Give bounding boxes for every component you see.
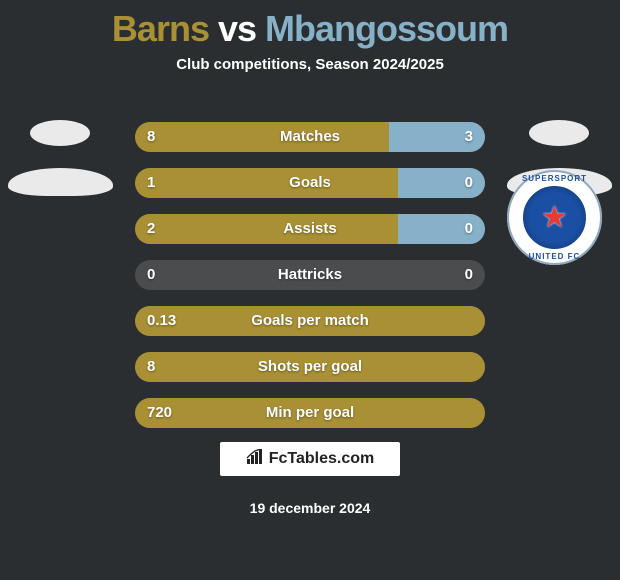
stat-row: Min per goal720: [135, 398, 485, 428]
stat-row: Hattricks0 0: [135, 260, 485, 290]
stat-label: Shots per goal: [135, 352, 485, 382]
stat-label: Matches: [135, 122, 485, 152]
stat-value-left: 2: [147, 214, 155, 244]
stat-value-left: 720: [147, 398, 172, 428]
stat-value-right: 0: [465, 260, 473, 290]
stat-row: Shots per goal8: [135, 352, 485, 382]
title-player1: Barns: [112, 8, 209, 49]
stat-row: Matches8 3: [135, 122, 485, 152]
silhouette-icon: [507, 100, 612, 170]
silhouette-icon: [8, 100, 113, 170]
title-player2: Mbangossoum: [265, 8, 508, 49]
player2-avatar: SUPERSPORT ★ UNITED FC: [507, 100, 612, 170]
stat-row: Goals per match0.13: [135, 306, 485, 336]
stats-bars: Matches83Goals10Assists20Hattricks00Goal…: [135, 122, 485, 444]
page-title: Barns vs Mbangossoum: [0, 0, 620, 50]
stat-label: Min per goal: [135, 398, 485, 428]
stat-value-left: 8: [147, 122, 155, 152]
watermark-text: FcTables.com: [269, 450, 375, 468]
stat-row: Goals1 0: [135, 168, 485, 198]
stat-label: Goals per match: [135, 306, 485, 336]
club-badge: SUPERSPORT ★ UNITED FC: [507, 170, 602, 265]
stat-value-right: 3: [465, 122, 473, 152]
chart-icon: [246, 449, 264, 470]
stat-value-left: 1: [147, 168, 155, 198]
stat-value-left: 0.13: [147, 306, 176, 336]
title-vs: vs: [218, 8, 256, 49]
stat-value-left: 8: [147, 352, 155, 382]
stat-label: Goals: [135, 168, 485, 198]
star-icon: ★: [541, 199, 568, 234]
badge-text-bottom: UNITED FC: [507, 252, 602, 261]
date-label: 19 december 2024: [0, 500, 620, 516]
stat-label: Assists: [135, 214, 485, 244]
stat-label: Hattricks: [135, 260, 485, 290]
watermark: FcTables.com: [220, 442, 400, 476]
stat-row: Assists2 0: [135, 214, 485, 244]
stat-value-right: 0: [465, 214, 473, 244]
player1-avatar: [8, 100, 113, 170]
stat-value-left: 0: [147, 260, 155, 290]
subtitle: Club competitions, Season 2024/2025: [0, 56, 620, 73]
stat-value-right: 0: [465, 168, 473, 198]
